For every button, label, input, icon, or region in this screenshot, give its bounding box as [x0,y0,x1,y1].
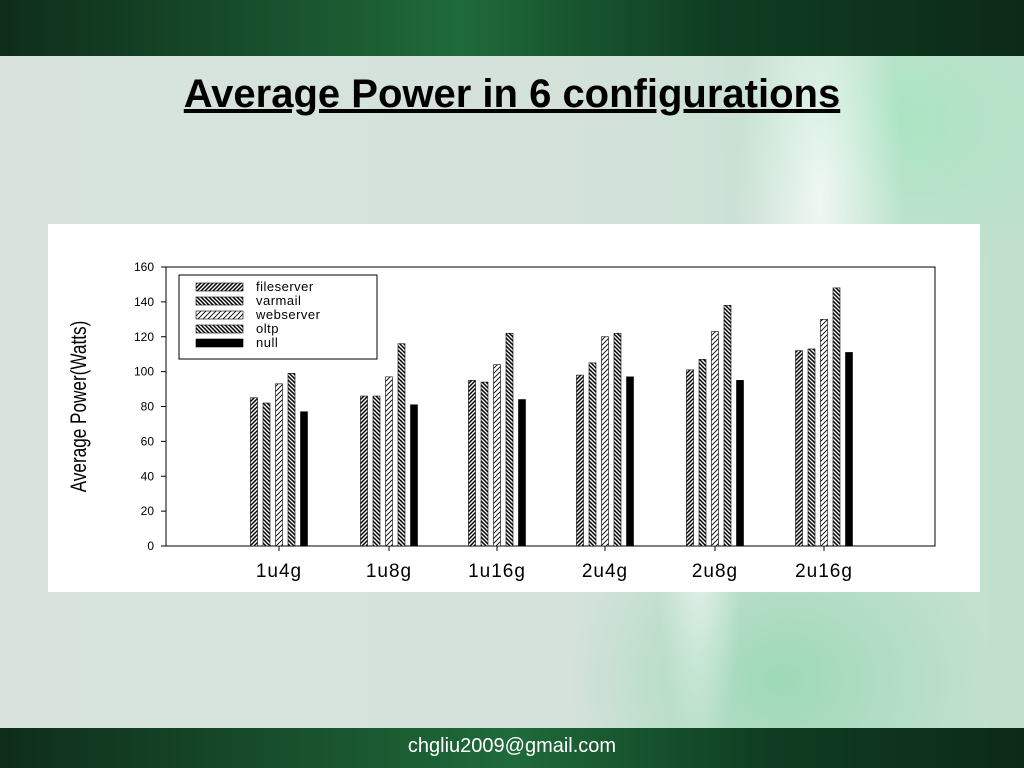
bar-fileserver-2u4g [576,374,584,547]
bar-null-1u4g [300,411,308,547]
bottom-banner [0,728,1024,768]
bar-webserver-1u4g [275,383,283,547]
bar-fileserver-1u16g [468,380,476,547]
legend-swatch-fileserver [195,282,244,292]
bar-webserver-2u8g [711,331,719,547]
y-axis-label: Average Power(Watts) [67,321,92,493]
bar-chart: 0 20 40 60 80 100 120 140 160 Average Power(Watts… [67,260,936,582]
bar-null-2u8g [736,380,744,547]
bar-null-2u4g [626,376,634,547]
bar-null-1u8g [410,404,418,547]
x-tick-label: 2u4g [582,561,628,582]
bar-oltp-2u16g [832,287,841,547]
legend-label-webserver: webserver [255,307,321,322]
bar-webserver-1u8g [385,376,393,547]
bar-oltp-2u8g [723,305,732,547]
y-tick-label: 20 [141,504,155,518]
bar-oltp-1u8g [397,343,406,547]
legend-label-varmail: varmail [256,293,301,308]
x-tick-label: 2u16g [795,561,853,582]
bar-webserver-1u16g [493,364,501,547]
bar-varmail-1u4g [262,402,271,547]
y-tick-label: 40 [141,469,155,483]
legend-swatch-varmail [195,296,244,306]
y-tick-label: 160 [134,260,154,274]
top-banner [0,0,1024,56]
legend-label-oltp: oltp [256,321,279,336]
legend-swatch-oltp [195,324,244,334]
x-tick-label: 1u4g [256,561,302,582]
bar-oltp-2u4g [613,332,622,547]
bar-webserver-2u16g [820,319,828,547]
legend-label-fileserver: fileserver [256,279,314,294]
y-tick-label: 120 [134,330,154,344]
bar-fileserver-1u8g [360,395,368,547]
bar-varmail-1u8g [372,395,381,547]
bar-webserver-2u4g [601,336,609,547]
legend-label-null: null [256,335,278,350]
bar-null-2u16g [845,352,853,547]
y-tick-label: 0 [147,539,154,553]
bar-varmail-2u8g [698,359,707,547]
bar-fileserver-2u8g [686,369,694,547]
bar-varmail-2u4g [588,362,597,547]
bar-varmail-1u16g [480,381,489,547]
chart-panel: 0 20 40 60 80 100 120 140 160 Average Power(Watts… [48,224,980,592]
slide-title: Average Power in 6 configurations [183,72,841,116]
x-tick-label: 1u16g [468,561,526,582]
bar-oltp-1u16g [505,332,514,547]
y-tick-label: 100 [134,365,154,379]
x-tick-label: 1u8g [366,561,412,582]
bar-oltp-1u4g [287,373,296,547]
y-tick-label: 140 [134,295,154,309]
bar-fileserver-2u16g [795,350,803,547]
y-tick-label: 80 [141,400,155,414]
x-tick-label: 2u8g [692,561,738,582]
y-tick-label: 60 [141,434,155,448]
bar-fileserver-1u4g [250,397,258,547]
bar-varmail-2u16g [807,348,816,547]
footer-email: chgliu2009@gmail.com [407,735,617,757]
legend-swatch-webserver [195,310,244,320]
bar-null-1u16g [518,399,526,547]
legend-swatch-null [195,338,244,348]
